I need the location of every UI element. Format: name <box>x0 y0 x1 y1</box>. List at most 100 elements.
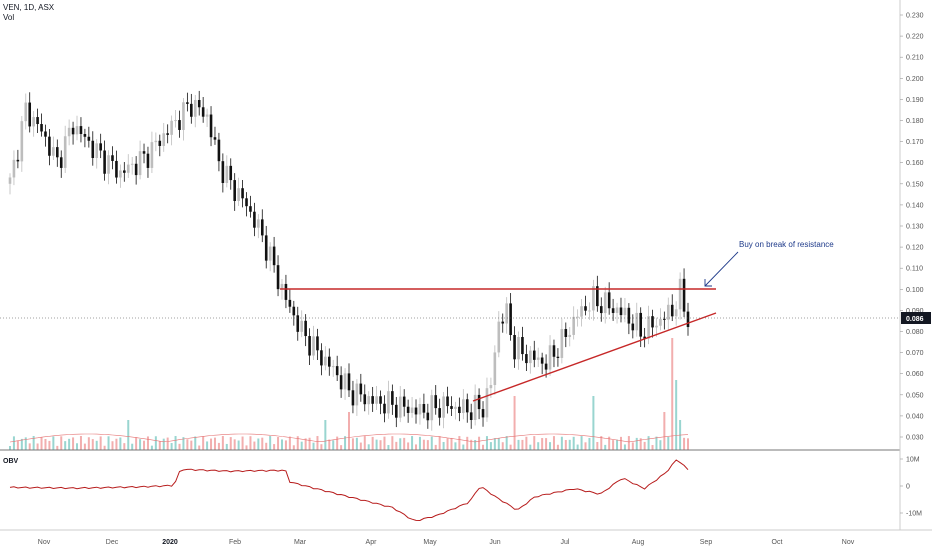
volume-bar <box>509 444 512 450</box>
candle-body <box>410 407 414 413</box>
candle-body <box>320 350 323 366</box>
candle-body <box>674 309 678 317</box>
volume-bar <box>241 436 244 450</box>
volume-bar <box>174 436 177 450</box>
candle-body <box>12 159 16 178</box>
volume-bar <box>568 439 571 450</box>
candle-body <box>580 306 583 317</box>
candle-body <box>572 316 575 335</box>
volume-bar <box>596 442 599 450</box>
candle-body <box>32 117 35 127</box>
candle-body <box>268 246 272 261</box>
volume-bar <box>233 439 236 450</box>
time-tick-label: Apr <box>366 539 378 546</box>
volume-bar <box>403 437 406 450</box>
volume-bar <box>351 438 354 450</box>
volume-bar <box>340 445 343 450</box>
candle-body <box>552 345 556 357</box>
candle-body <box>450 406 453 409</box>
candle-body <box>237 188 240 201</box>
volume-bar <box>103 445 106 450</box>
volume-bar <box>572 436 575 450</box>
volume-bar <box>162 438 165 450</box>
candle-body <box>548 345 552 370</box>
price-tick-label: 0.120 <box>906 245 924 252</box>
volume-bar <box>225 443 228 450</box>
candle-body <box>186 102 189 104</box>
annotation-text: Buy on break of resistance <box>739 240 834 249</box>
volume-bar <box>426 440 429 450</box>
obv-label: OBV <box>3 458 19 465</box>
candle-body <box>505 303 508 324</box>
candle-body <box>300 320 303 332</box>
volume-bar <box>556 444 559 450</box>
candle-body <box>56 147 59 158</box>
candle-body <box>414 407 418 415</box>
volume-bar <box>32 436 35 450</box>
candle-body <box>643 336 646 339</box>
candle-body <box>351 390 355 406</box>
volume-bar <box>619 436 622 450</box>
candle-body <box>119 170 122 178</box>
symbol-header: VEN, 1D, ASX <box>3 3 55 12</box>
price-tick-label: 0.180 <box>906 118 924 125</box>
volume-bar <box>434 444 437 450</box>
candle-body <box>596 286 599 307</box>
candle-body <box>599 306 603 314</box>
candle-body <box>651 316 654 328</box>
candle-body <box>205 114 209 117</box>
candle-body <box>343 373 347 390</box>
volume-bar <box>371 436 374 450</box>
obv-line <box>9 459 689 522</box>
candle-body <box>126 164 130 173</box>
candle-body <box>473 394 477 421</box>
candle-body <box>532 350 536 360</box>
volume-bar <box>72 437 75 450</box>
candle-body <box>619 307 623 316</box>
volume-bar <box>379 440 382 450</box>
volume-bar <box>375 439 378 450</box>
candle-body <box>296 315 300 332</box>
volume-bar <box>521 439 524 450</box>
volume-bar <box>36 443 39 450</box>
volume-bar <box>135 437 138 450</box>
candle-body <box>395 404 398 418</box>
candle-body <box>134 163 138 176</box>
volume-bar <box>60 436 63 450</box>
volume-bar <box>474 440 477 450</box>
price-tick-label: 0.160 <box>906 160 924 167</box>
candle-body <box>190 103 193 117</box>
volume-bar <box>580 436 583 450</box>
candle-body <box>525 354 528 364</box>
volume-bar <box>300 441 303 450</box>
candle-body <box>292 306 296 316</box>
volume-bar <box>229 437 232 450</box>
candle-body <box>111 155 114 161</box>
candle-body <box>178 120 181 130</box>
volume-bar <box>415 444 418 450</box>
volume-bar <box>16 441 19 450</box>
candle-body <box>639 312 642 337</box>
volume-bar <box>308 437 311 450</box>
candle-body <box>686 311 690 328</box>
candle-body <box>209 114 213 138</box>
candle-body <box>130 163 134 165</box>
volume-bar <box>320 444 323 450</box>
volume-bar <box>541 438 544 450</box>
volume-bar <box>87 437 90 450</box>
volume-bar <box>588 437 591 450</box>
candle-body <box>95 143 99 158</box>
volume-bar <box>411 436 414 450</box>
candle-body <box>154 140 158 143</box>
time-tick-label: Mar <box>294 539 307 546</box>
candle-body <box>280 283 284 290</box>
candle-body <box>158 140 162 146</box>
obv-tick-label: 0 <box>906 484 910 491</box>
candle-body <box>304 320 307 337</box>
candle-body <box>398 396 402 418</box>
candle-body <box>217 139 221 162</box>
price-tick-label: 0.130 <box>906 224 924 231</box>
volume-bar <box>450 437 453 450</box>
candle-body <box>556 356 560 358</box>
